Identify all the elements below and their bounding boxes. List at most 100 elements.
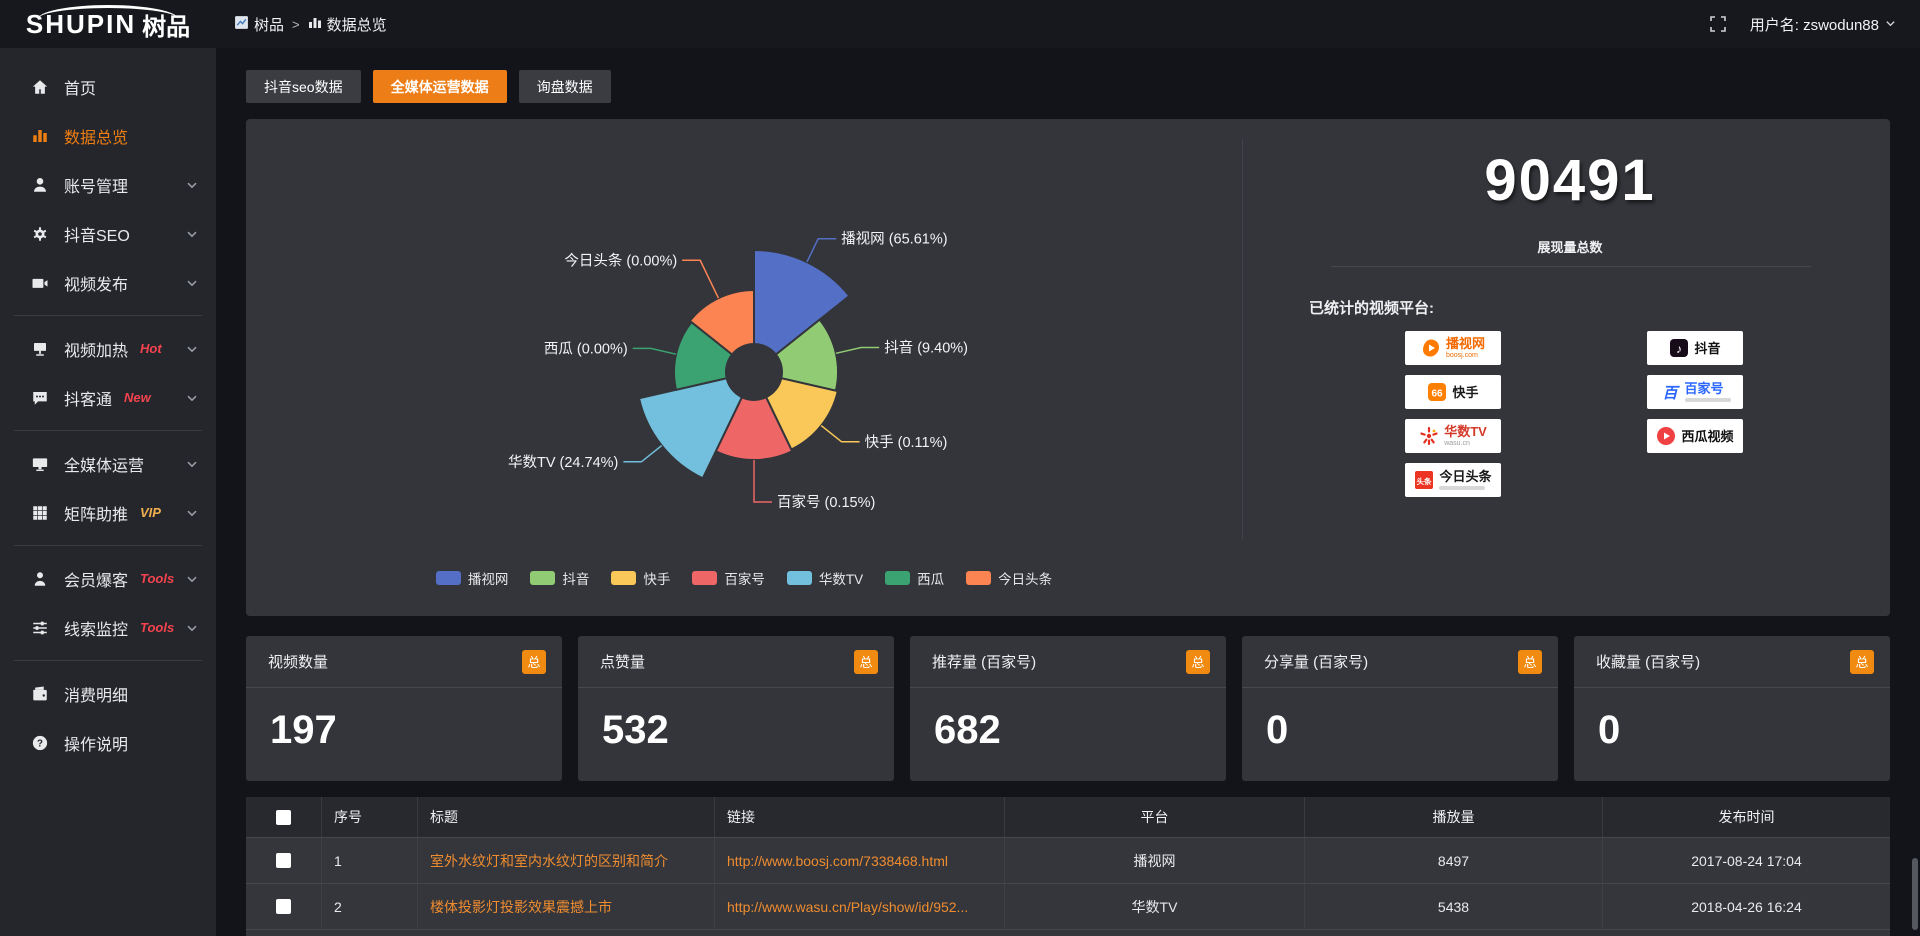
user-menu[interactable]: 用户名: zswodun88	[1750, 14, 1896, 35]
platform-tagline-strip	[1684, 398, 1731, 402]
total-badge[interactable]: 总	[1850, 649, 1874, 674]
sidebar-item-video[interactable]: 视频发布	[0, 258, 216, 307]
stat-card-0: 视频数量 总 197	[246, 636, 562, 781]
platform-name: 快手	[1452, 384, 1479, 400]
cell-title-link[interactable]: 楼体投影灯投影效果震撼上市	[418, 884, 715, 929]
legend-item-5[interactable]: 西瓜	[885, 568, 944, 588]
stat-value: 0	[1266, 708, 1289, 752]
cell-index: 2	[322, 884, 418, 929]
home-icon	[30, 77, 50, 97]
cell-platform: 华数TV	[1005, 884, 1305, 929]
question-icon: ?	[30, 733, 50, 753]
legend-item-6[interactable]: 今日头条	[966, 568, 1052, 588]
row-checkbox[interactable]	[276, 899, 291, 914]
cell-plays: 8497	[1305, 838, 1603, 883]
stat-label: 推荐量 (百家号)	[932, 654, 1037, 671]
pie-slice-6[interactable]	[688, 288, 755, 356]
total-badge[interactable]: 总	[1518, 649, 1542, 674]
table-row-1: 1 室外水纹灯和室内水纹灯的区别和简介 http://www.boosj.com/7…	[246, 837, 1890, 883]
tab-1[interactable]: 抖音seo数据	[246, 70, 361, 103]
pie-slice-4[interactable]	[637, 377, 744, 480]
platform-name: 百家号	[1684, 381, 1724, 396]
pie-label-line-6	[682, 259, 720, 299]
sidebar-item-sliders[interactable]: 线索监控 Tools	[0, 603, 216, 652]
legend-label: 快手	[643, 572, 671, 587]
legend-label: 抖音	[562, 572, 590, 587]
column-header-0: 序号	[322, 797, 418, 837]
cell-time: 2017-08-24 17:04	[1691, 852, 1802, 869]
stat-label: 收藏量 (百家号)	[1596, 654, 1701, 671]
stat-card-header: 视频数量 总	[246, 636, 562, 688]
chevron-down-icon	[186, 573, 198, 585]
total-badge[interactable]: 总	[854, 649, 878, 674]
user-icon	[30, 175, 50, 195]
pie-label-3: 百家号 (0.15%)	[777, 494, 875, 511]
svg-text:百: 百	[1662, 385, 1680, 402]
sidebar-item-member[interactable]: 会员爆客 Tools	[0, 554, 216, 603]
platform-badges-left: 播视网 boosj.com 66 快手 华数TV wasu.cn 头条 今日头条	[1405, 331, 1501, 497]
data-tabs: 抖音seo数据 全媒体运营数据 询盘数据	[246, 70, 1890, 103]
legend-item-4[interactable]: 华数TV	[786, 568, 863, 588]
cell-url-link[interactable]: http://www.boosj.com/7338468.html	[715, 838, 1005, 883]
fullscreen-icon[interactable]	[1709, 16, 1726, 32]
stat-card-header: 分享量 (百家号) 总	[1242, 636, 1558, 688]
column-header-4: 播放量	[1305, 797, 1603, 837]
select-all-checkbox[interactable]	[276, 809, 291, 825]
pie-label-4: 华数TV (24.74%)	[508, 454, 618, 471]
legend-item-0[interactable]: 播视网	[435, 568, 508, 588]
sidebar: 首页 数据总览 账号管理 抖音SEO 视频发布 视频加热 Hot 抖客通 New 全媒体运营 矩阵助…	[0, 48, 216, 936]
legend-swatch	[966, 571, 992, 585]
sidebar-item-question[interactable]: ? 操作说明	[0, 718, 216, 767]
cell-title-link[interactable]: 室外水纹灯和室内水纹灯的区别和简介	[418, 838, 715, 883]
sidebar-item-user[interactable]: 账号管理	[0, 160, 216, 209]
logo-arc	[38, 5, 178, 19]
scrollbar-thumb[interactable]	[1912, 858, 1918, 930]
platform-name: 抖音	[1694, 340, 1721, 356]
sidebar-item-label: 首页	[64, 80, 97, 98]
app-logo: SHUPIN 树品	[0, 0, 216, 48]
sidebar-item-tag: Hot	[140, 341, 162, 356]
chevron-down-icon	[186, 622, 198, 634]
sidebar-item-chart[interactable]: 数据总览	[0, 111, 216, 160]
sidebar-item-comment[interactable]: 抖客通 New	[0, 373, 216, 422]
tab-2[interactable]: 全媒体运营数据	[372, 70, 507, 103]
total-badge[interactable]: 总	[522, 649, 546, 674]
pie-slice-5[interactable]	[673, 320, 734, 391]
member-icon	[30, 569, 50, 589]
sidebar-item-gear[interactable]: 抖音SEO	[0, 209, 216, 258]
sidebar-item-wallet[interactable]: 消费明细	[0, 669, 216, 718]
sidebar-item-label: 视频发布	[64, 276, 129, 294]
stat-label: 视频数量	[268, 654, 329, 671]
sidebar-divider	[14, 315, 202, 316]
legend-label: 百家号	[724, 572, 765, 587]
chevron-down-icon	[1885, 16, 1896, 33]
legend-item-1[interactable]: 抖音	[530, 568, 589, 588]
chevron-down-icon	[186, 343, 198, 355]
sidebar-item-home[interactable]: 首页	[0, 62, 216, 111]
baijiahao-logo-icon: 百	[1660, 382, 1680, 402]
total-badge[interactable]: 总	[1186, 649, 1210, 674]
sidebar-item-grid[interactable]: 矩阵助推 VIP	[0, 488, 216, 537]
sidebar-item-label: 视频加热	[64, 342, 129, 360]
sidebar-item-label: 矩阵助推	[64, 506, 129, 524]
pie-slice-2[interactable]	[764, 377, 839, 451]
sidebar-item-label: 会员爆客	[64, 572, 129, 590]
breadcrumb-current[interactable]: 数据总览	[308, 14, 387, 35]
tab-3[interactable]: 询盘数据	[518, 70, 611, 103]
svg-text:♪: ♪	[1676, 342, 1682, 356]
row-checkbox[interactable]	[276, 853, 291, 868]
breadcrumb-root[interactable]: 树品	[234, 14, 284, 35]
chevron-down-icon	[186, 277, 198, 289]
svg-text:头条: 头条	[1417, 476, 1433, 486]
cell-url-link[interactable]: http://www.wasu.cn/Play/show/id/952...	[715, 884, 1005, 929]
sidebar-item-tag: Tools	[140, 571, 175, 586]
total-impressions-value: 90491	[1484, 148, 1656, 213]
pie-slice-1[interactable]	[774, 318, 839, 392]
sidebar-item-heat[interactable]: 视频加热 Hot	[0, 324, 216, 373]
legend-item-2[interactable]: 快手	[611, 568, 670, 588]
xigua-logo-icon	[1656, 426, 1676, 446]
pie-slice-0[interactable]	[753, 248, 851, 356]
sidebar-item-monitor[interactable]: 全媒体运营	[0, 439, 216, 488]
legend-item-3[interactable]: 百家号	[692, 568, 765, 588]
column-header-5: 发布时间	[1718, 809, 1775, 825]
